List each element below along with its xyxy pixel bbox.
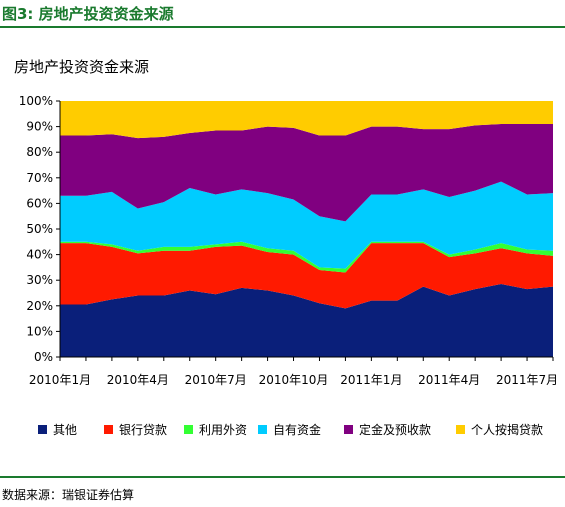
area-series-2	[60, 241, 553, 273]
x-tick-label: 2010年4月	[107, 373, 169, 387]
area-series-1	[60, 243, 553, 309]
y-tick-label: 30%	[26, 273, 53, 287]
legend-swatch	[258, 425, 267, 434]
x-tick-label: 2011年7月	[496, 373, 558, 387]
x-tick-label: 2011年4月	[418, 373, 480, 387]
area-layer	[60, 101, 553, 357]
legend-label: 利用外资	[199, 423, 248, 437]
figure-title: 图3: 房地产投资资金来源	[2, 5, 174, 23]
x-tick-label: 2010年10月	[259, 373, 329, 387]
legend-label: 银行贷款	[119, 423, 168, 437]
legend-item: 个人按揭贷款	[456, 421, 543, 438]
header-divider	[0, 26, 565, 28]
y-tick-label: 50%	[26, 222, 53, 236]
legend-label: 自有资金	[273, 423, 322, 437]
area-series-0	[60, 284, 553, 357]
legend-swatch	[344, 425, 353, 434]
legend-item: 其他	[38, 421, 77, 438]
y-tick-label: 70%	[26, 171, 53, 185]
y-tick-label: 100%	[19, 94, 53, 108]
x-tick-label: 2010年7月	[185, 373, 247, 387]
legend-swatch	[104, 425, 113, 434]
legend-swatch	[38, 425, 47, 434]
area-series-5	[60, 101, 553, 139]
y-tick-label: 20%	[26, 299, 53, 313]
legend: 其他 银行贷款 利用外资 自有资金 定金及预收款 个人按揭贷款	[38, 421, 565, 439]
y-tick-label: 0%	[34, 350, 53, 364]
y-tick-label: 40%	[26, 248, 53, 262]
legend-item: 自有资金	[258, 421, 321, 438]
x-tick-label: 2010年1月	[29, 373, 91, 387]
chart-title: 房地产投资资金来源	[14, 58, 150, 76]
axes-layer: 0% 10% 20% 30% 40% 50% 60% 70% 80% 90% 100% 2010年1月…	[19, 94, 558, 387]
source-note: 数据来源：瑞银证券估算	[2, 488, 135, 502]
legend-item: 利用外资	[184, 421, 247, 438]
legend-label: 个人按揭贷款	[471, 423, 544, 437]
y-tick-label: 90%	[26, 120, 53, 134]
area-chart: 0% 10% 20% 30% 40% 50% 60% 70% 80% 90% 100% 2010年1月…	[19, 94, 558, 387]
area-series-4	[60, 124, 553, 222]
legend-item: 定金及预收款	[344, 421, 431, 438]
y-tick-label: 60%	[26, 196, 53, 210]
legend-label: 定金及预收款	[359, 423, 432, 437]
footer-divider	[0, 476, 565, 478]
legend-item: 银行贷款	[104, 421, 167, 438]
legend-swatch	[456, 425, 465, 434]
y-tick-label: 80%	[26, 145, 53, 159]
area-series-3	[60, 181, 553, 269]
legend-swatch	[184, 425, 193, 434]
x-tick-label: 2011年1月	[340, 373, 402, 387]
legend-label: 其他	[53, 423, 78, 437]
y-tick-label: 10%	[26, 324, 53, 338]
